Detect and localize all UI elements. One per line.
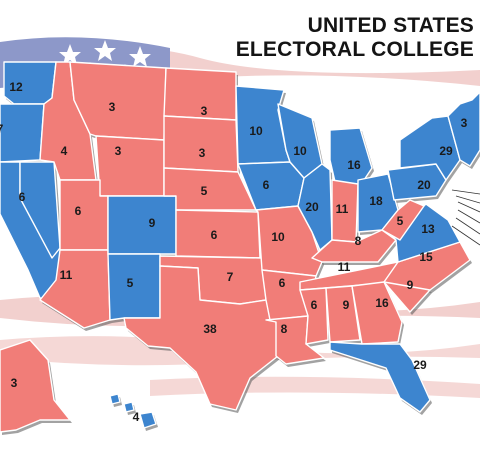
vote-label-or: 7 xyxy=(0,122,4,136)
vote-labels-layer: 12 7 6 4 3 3 6 11 9 5 3 3 5 6 7 38 10 6 10 6 8 10 20 16 11 18 8 11 6… xyxy=(0,80,480,424)
callout-line xyxy=(455,195,480,204)
vote-label-ny: 29 xyxy=(439,144,453,158)
state-va xyxy=(391,203,461,263)
vote-label-tn: 11 xyxy=(338,260,351,274)
vote-label-id: 4 xyxy=(61,144,68,158)
vote-label-il: 20 xyxy=(305,200,319,214)
vote-label-fl: 29 xyxy=(413,358,427,372)
map-title: UNITED STATES ELECTORAL COLLEGE xyxy=(214,14,474,62)
callout-line xyxy=(457,209,480,224)
callout-line xyxy=(451,189,480,195)
state-ne_region xyxy=(447,91,480,167)
state-ga xyxy=(351,281,403,345)
title-line-2: ELECTORAL COLLEGE xyxy=(235,38,474,61)
vote-label-wa: 12 xyxy=(9,80,23,94)
state-wy xyxy=(95,135,165,197)
vote-label-nd: 3 xyxy=(201,104,208,118)
state-ny xyxy=(399,115,461,181)
state-fl xyxy=(329,341,431,413)
vote-label-ia: 6 xyxy=(263,178,270,192)
state-al xyxy=(325,285,361,343)
state-nm xyxy=(107,253,161,321)
vote-label-co: 9 xyxy=(149,216,156,230)
vote-label-va: 13 xyxy=(421,222,435,236)
vote-label-ks: 6 xyxy=(211,228,218,242)
vote-label-mn: 10 xyxy=(249,124,263,138)
state-ks xyxy=(175,209,261,259)
state-hi xyxy=(109,393,157,429)
state-ky xyxy=(311,229,397,263)
vote-label-wv: 5 xyxy=(397,214,404,228)
vote-label-la: 8 xyxy=(281,322,288,336)
vote-label-wy: 3 xyxy=(115,144,122,158)
vote-label-ut: 6 xyxy=(75,204,82,218)
vote-label-tx: 38 xyxy=(203,322,217,336)
vote-label-oh: 18 xyxy=(369,194,383,208)
state-co xyxy=(107,195,177,255)
states-layer xyxy=(0,61,480,435)
callout-line xyxy=(455,217,480,235)
vote-label-sd: 3 xyxy=(199,146,206,160)
vote-label-wi: 10 xyxy=(293,144,307,158)
vote-label-ak: 3 xyxy=(11,376,18,390)
vote-label-mo: 10 xyxy=(271,230,285,244)
vote-label-pa: 20 xyxy=(417,178,431,192)
callout-line xyxy=(457,201,480,213)
vote-label-hi: 4 xyxy=(133,410,140,424)
vote-label-sc: 9 xyxy=(407,278,414,292)
vote-label-mt: 3 xyxy=(109,100,116,114)
vote-label-nc: 15 xyxy=(419,250,433,264)
vote-label-ok: 7 xyxy=(227,270,234,284)
vote-label-ne: 5 xyxy=(201,184,208,198)
callout-line xyxy=(451,225,480,246)
vote-label-ga: 16 xyxy=(375,296,389,310)
vote-label-al: 9 xyxy=(343,298,350,312)
vote-label-ar: 6 xyxy=(279,276,286,290)
state-sd xyxy=(163,115,239,173)
state-wv xyxy=(381,199,425,241)
vote-label-ne_region: 3 xyxy=(461,116,468,130)
vote-label-in: 11 xyxy=(336,202,349,216)
vote-label-ms: 6 xyxy=(311,298,318,312)
state-ak xyxy=(0,339,71,433)
title-line-1: UNITED STATES xyxy=(307,14,474,37)
state-or xyxy=(0,103,45,163)
state-nv xyxy=(19,161,61,259)
vote-label-az: 11 xyxy=(60,268,73,282)
state-ms xyxy=(299,287,329,345)
vote-label-nm: 5 xyxy=(127,276,134,290)
vote-label-ky: 8 xyxy=(355,234,362,248)
vote-label-mi: 16 xyxy=(347,158,361,172)
vote-label-nv: 6 xyxy=(19,190,26,204)
